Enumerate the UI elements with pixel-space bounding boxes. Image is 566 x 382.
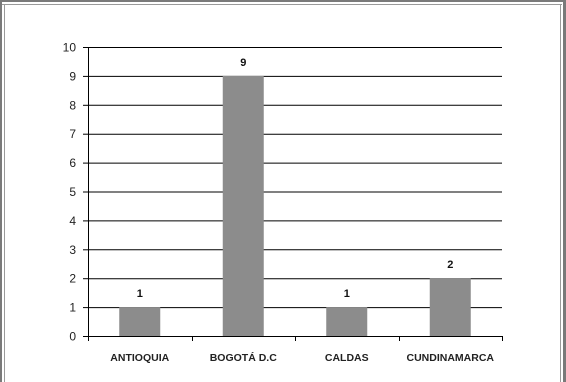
y-tick-label-0: 0: [69, 330, 76, 344]
frame-border-top-inner: [0, 4, 562, 5]
y-tick-label-5: 5: [69, 185, 76, 199]
y-tick-label-7: 7: [69, 127, 76, 141]
category-label-1: ANTIOQUIA: [110, 352, 169, 364]
y-tick-labels: 0 1 2 3 4 5 6 7 8 9 10: [63, 41, 77, 344]
y-tick-label-4: 4: [69, 214, 76, 228]
category-label-3: CALDAS: [325, 352, 369, 364]
bar-4: [429, 278, 471, 336]
frame-border-right: [563, 0, 566, 382]
frame-border-left: [0, 0, 2, 382]
y-tick-label-8: 8: [69, 98, 76, 112]
y-tick-label-1: 1: [69, 301, 76, 315]
data-label-4: 2: [447, 259, 453, 271]
bars: [119, 75, 471, 337]
axes: [83, 47, 503, 341]
y-tick-label-6: 6: [69, 156, 76, 170]
category-label-4: CUNDINAMARCA: [407, 352, 495, 364]
data-label-1: 1: [137, 288, 143, 300]
category-label-2: BOGOTÁ D.C: [210, 351, 277, 364]
frame-border-top: [0, 0, 566, 2]
data-label-3: 1: [344, 288, 350, 300]
y-tick-label-10: 10: [63, 41, 77, 55]
bar-2: [222, 75, 264, 337]
y-tick-label-3: 3: [69, 243, 76, 257]
category-labels: ANTIOQUIA BOGOTÁ D.C CALDAS CUNDINAMARCA: [110, 351, 494, 364]
frame-border-right-inner: [560, 4, 561, 382]
y-tick-label-9: 9: [69, 69, 76, 83]
bar-3: [326, 307, 368, 336]
bar-1: [119, 307, 161, 336]
y-tick-label-2: 2: [69, 272, 76, 286]
frame-border-left-inner: [4, 4, 5, 382]
data-label-2: 9: [240, 57, 246, 69]
